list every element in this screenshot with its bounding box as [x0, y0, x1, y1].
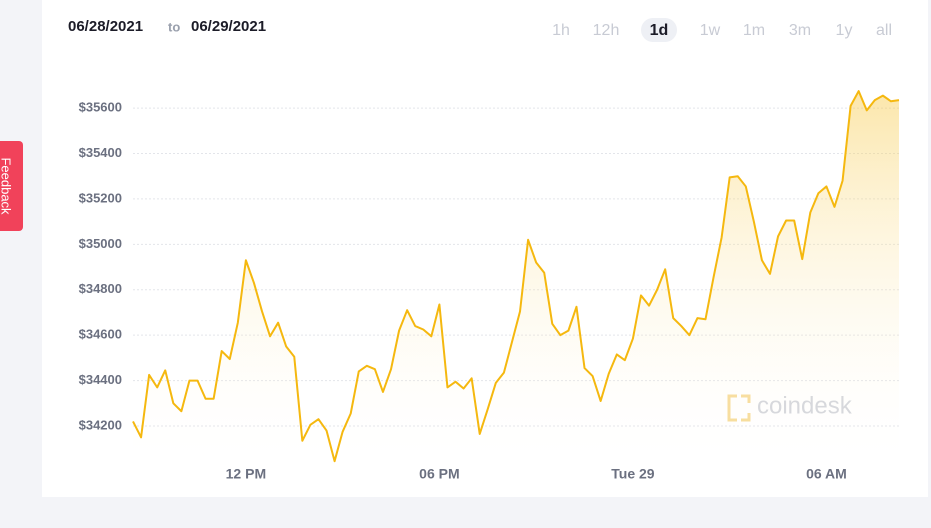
price-line [132, 90, 900, 463]
date-sep: to [168, 19, 180, 34]
y-tick-label: $35200 [79, 190, 122, 205]
range-button[interactable]: 1m [743, 22, 765, 39]
date-to: 06/29/2021 [191, 18, 266, 35]
y-tick-label: $35400 [79, 145, 122, 160]
range-button[interactable]: 12h [593, 22, 620, 39]
range-button[interactable]: all [876, 22, 892, 39]
y-tick-label: $34200 [79, 417, 122, 432]
range-button[interactable]: 1y [836, 22, 853, 39]
date-from: 06/28/2021 [68, 18, 143, 35]
feedback-tab[interactable] [0, 141, 23, 231]
range-button[interactable]: 1d [650, 22, 669, 39]
y-tick-label: $35000 [79, 236, 122, 251]
y-tick-label: $35600 [79, 100, 122, 115]
y-tick-label: $34400 [79, 372, 122, 387]
range-button[interactable]: 1h [552, 22, 570, 39]
range-button[interactable]: 3m [789, 22, 811, 39]
y-tick-label: $34600 [79, 327, 122, 342]
y-tick-label: $34800 [79, 281, 122, 296]
area-fill [133, 91, 899, 472]
feedback-label[interactable]: Feedback [0, 157, 14, 215]
button-bg[interactable] [641, 18, 677, 42]
range-button[interactable]: 1w [700, 22, 721, 39]
